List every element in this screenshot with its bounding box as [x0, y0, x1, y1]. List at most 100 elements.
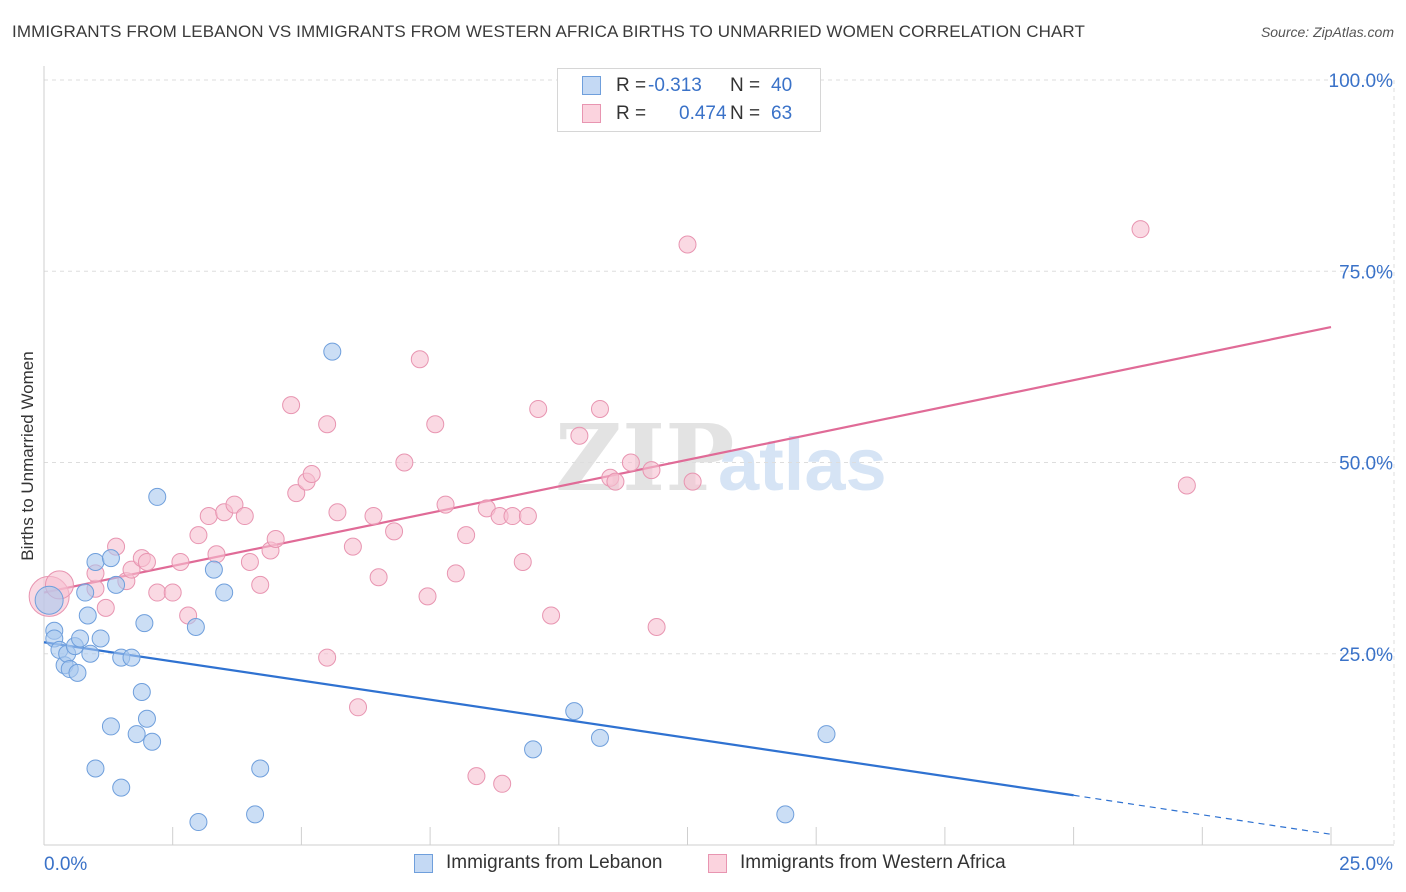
point-lebanon — [86, 552, 105, 571]
point-western-africa — [457, 526, 476, 545]
point-lebanon — [71, 629, 90, 648]
point-lebanon — [81, 644, 100, 663]
point-lebanon — [135, 614, 154, 633]
point-lebanon — [246, 805, 265, 824]
point-lebanon — [148, 487, 167, 506]
point-western-africa — [302, 464, 321, 483]
source-label: Source: ZipAtlas.com — [1260, 24, 1394, 40]
point-western-africa — [328, 503, 347, 522]
point-western-africa — [1177, 476, 1196, 495]
y-tick-label: 50.0% — [1339, 454, 1393, 475]
y-tick-label: 100.0% — [1329, 71, 1394, 92]
point-lebanon — [817, 725, 836, 744]
point-western-africa — [621, 453, 640, 472]
point-lebanon — [127, 725, 146, 744]
point-lebanon — [137, 709, 156, 728]
trend-lines — [43, 326, 1332, 835]
point-western-africa — [318, 648, 337, 667]
point-western-africa — [467, 767, 486, 786]
y-tick-label: 25.0% — [1339, 645, 1393, 666]
point-western-africa — [642, 461, 661, 480]
point-western-africa — [251, 575, 270, 594]
point-western-africa — [410, 350, 429, 369]
point-western-africa — [529, 399, 548, 418]
point-lebanon — [323, 342, 342, 361]
point-western-africa — [364, 507, 383, 526]
data-points — [28, 220, 1196, 832]
n-value: 63 — [771, 103, 793, 124]
legend-swatch-blue — [582, 76, 601, 95]
point-lebanon — [122, 648, 141, 667]
point-lebanon — [91, 629, 110, 648]
point-western-africa — [436, 495, 455, 514]
point-lebanon — [776, 805, 795, 824]
x-tick-label: 25.0% — [1339, 854, 1393, 875]
point-western-africa — [343, 537, 362, 556]
point-western-africa — [395, 453, 414, 472]
point-western-africa — [287, 484, 306, 503]
tick-labels: 25.0% 50.0% 75.0% 100.0% 0.0% 25.0% — [44, 71, 1393, 875]
point-lebanon — [251, 759, 270, 778]
point-western-africa — [493, 774, 512, 793]
point-western-africa — [1131, 220, 1150, 239]
point-western-africa — [235, 507, 254, 526]
point-lebanon — [215, 583, 234, 602]
point-lebanon — [132, 683, 151, 701]
point-western-africa — [518, 507, 537, 526]
point-lebanon — [86, 759, 105, 778]
point-western-africa — [426, 415, 445, 434]
point-lebanon — [565, 702, 584, 721]
point-lebanon — [204, 560, 223, 579]
point-western-africa — [266, 530, 285, 548]
legend-swatch-blue — [414, 854, 433, 873]
point-lebanon — [524, 740, 543, 759]
legend-swatch-pink — [582, 104, 601, 123]
point-western-africa — [282, 396, 301, 415]
point-western-africa — [199, 507, 218, 526]
point-western-africa — [513, 552, 532, 571]
point-lebanon — [189, 813, 208, 832]
y-axis-label: Births to Unmarried Women — [18, 351, 37, 561]
point-western-africa — [385, 522, 404, 541]
point-western-africa — [349, 698, 368, 717]
r-label: R = — [616, 103, 647, 124]
n-label: N = — [730, 103, 761, 124]
legend-label: Immigrants from Western Africa — [740, 852, 1006, 873]
point-western-africa — [148, 583, 167, 602]
y-tick-label: 75.0% — [1339, 262, 1393, 283]
x-tick-label: 0.0% — [44, 854, 87, 875]
point-lebanon — [78, 606, 97, 625]
trend-line-western-africa — [43, 326, 1332, 594]
point-western-africa — [683, 472, 702, 491]
point-western-africa — [606, 472, 625, 491]
point-lebanon — [143, 732, 162, 751]
trend-line-lebanon — [43, 641, 1074, 797]
point-western-africa — [171, 552, 190, 571]
chart-title: IMMIGRANTS FROM LEBANON VS IMMIGRANTS FR… — [12, 22, 1085, 41]
watermark-zip: ZIP — [555, 404, 734, 512]
point-western-africa — [189, 526, 208, 545]
point-western-africa — [163, 583, 182, 602]
point-lebanon — [186, 617, 205, 636]
point-lebanon — [101, 549, 120, 568]
legend-label: Immigrants from Lebanon — [446, 852, 663, 873]
point-western-africa — [369, 568, 388, 587]
r-label: R = — [616, 75, 647, 96]
point-western-africa — [240, 552, 259, 571]
r-value: 0.474 — [679, 103, 727, 124]
legend-swatch-pink — [708, 854, 727, 873]
point-western-africa — [446, 564, 465, 583]
point-lebanon — [107, 575, 126, 594]
point-lebanon — [101, 717, 120, 736]
point-western-africa — [503, 507, 522, 526]
point-western-africa — [225, 495, 244, 514]
point-lebanon — [34, 585, 64, 615]
point-western-africa — [590, 399, 609, 418]
point-western-africa — [418, 587, 437, 606]
point-western-africa — [96, 598, 115, 617]
n-value: 40 — [771, 75, 793, 96]
axes — [43, 66, 1394, 846]
point-lebanon — [112, 778, 131, 797]
